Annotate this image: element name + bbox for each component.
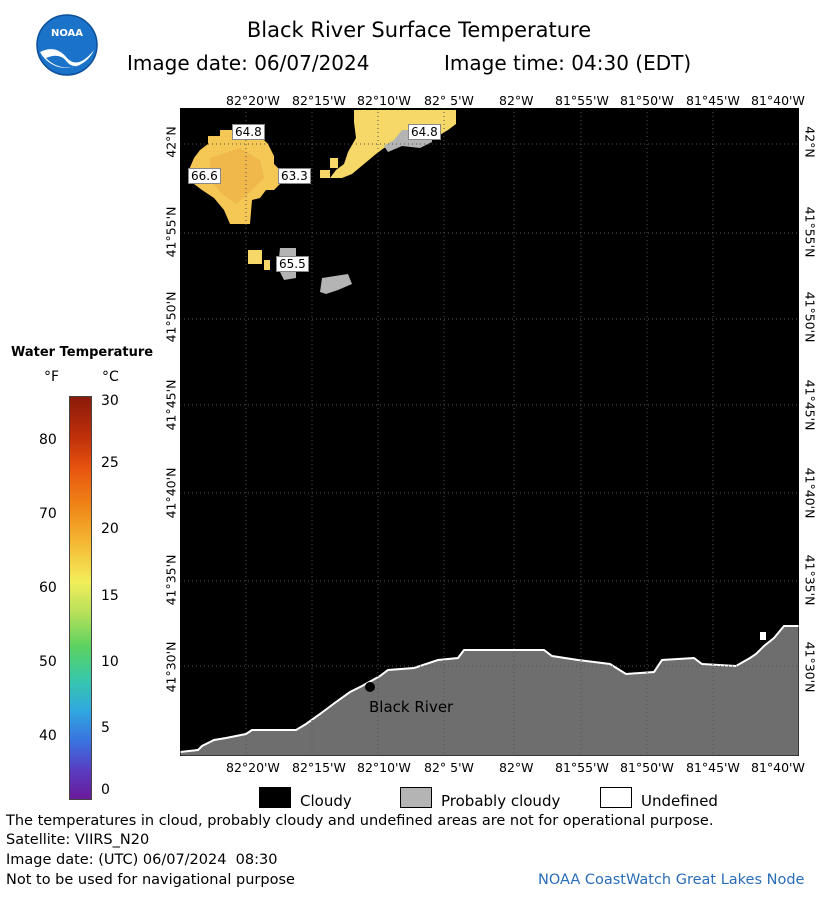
- c-tick: 30: [101, 393, 119, 409]
- temp-label: 66.6: [188, 168, 221, 184]
- image-time: Image time: 04:30 (EDT): [444, 51, 692, 75]
- lat-label: 42°N: [802, 126, 818, 158]
- f-tick: 80: [39, 432, 57, 448]
- lon-label: 82°15'W: [292, 93, 346, 108]
- cloudy-swatch: [259, 787, 291, 808]
- logo-text: NOAA: [50, 28, 84, 39]
- lon-label: 81°45'W: [686, 760, 740, 775]
- lon-label: 82°10'W: [357, 760, 411, 775]
- c-tick: 20: [101, 521, 119, 537]
- lon-label: 81°40'W: [751, 93, 805, 108]
- lat-label: 41°45'N: [802, 379, 818, 431]
- warm-water-fleck: [264, 260, 270, 270]
- cloudy-label: Cloudy: [300, 792, 352, 810]
- c-tick: 15: [101, 588, 119, 604]
- lon-label: 82°10'W: [357, 93, 411, 108]
- cloud-cover: [180, 108, 799, 756]
- lon-label: 82°W: [499, 93, 534, 108]
- f-tick: 60: [39, 580, 57, 596]
- lat-label: 41°30'N: [163, 641, 179, 693]
- lat-label: 41°45'N: [163, 379, 179, 431]
- lon-label: 82°20'W: [226, 760, 280, 775]
- probably-cloudy-label: Probably cloudy: [441, 792, 561, 810]
- lat-label: 41°35'N: [802, 554, 818, 606]
- warm-water-fleck: [248, 250, 262, 264]
- lat-label: 41°35'N: [163, 554, 179, 606]
- lon-label: 81°55'W: [555, 93, 609, 108]
- c-tick: 5: [101, 720, 110, 736]
- lon-label: 81°45'W: [686, 93, 740, 108]
- place-label: Black River: [369, 698, 454, 716]
- c-tick: 25: [101, 455, 119, 471]
- temp-label: 63.3: [278, 168, 311, 184]
- lon-label: 81°50'W: [620, 760, 674, 775]
- temp-label: 65.5: [276, 256, 309, 272]
- f-tick: 40: [39, 728, 57, 744]
- undefined-pixel: [760, 632, 766, 640]
- lat-label: 41°55'N: [802, 206, 818, 258]
- shoreline: [179, 625, 799, 753]
- lat-label: 41°40'N: [802, 467, 818, 519]
- nav-warning: Not to be used for navigational purpose: [6, 872, 295, 888]
- lon-label: 82°20'W: [226, 93, 280, 108]
- lon-label: 82° 5'W: [424, 760, 474, 775]
- disclaimer: The temperatures in cloud, probably clou…: [6, 813, 714, 829]
- colorbar: [69, 396, 92, 800]
- f-tick: 70: [39, 506, 57, 522]
- black-river-marker: [365, 682, 375, 692]
- temp-label: 64.8: [408, 124, 441, 140]
- f-tick: 50: [39, 654, 57, 670]
- unit-c: °C: [102, 369, 119, 385]
- lon-label: 81°50'W: [620, 93, 674, 108]
- lat-label: 41°50'N: [802, 291, 818, 343]
- undefined-label: Undefined: [641, 792, 718, 810]
- probably-cloudy-swatch: [400, 787, 432, 808]
- lat-label: 41°55'N: [163, 206, 179, 258]
- colorbar-title: Water Temperature: [11, 345, 154, 360]
- warm-water-shade: [210, 148, 264, 204]
- c-tick: 10: [101, 654, 119, 670]
- lon-label: 81°55'W: [555, 760, 609, 775]
- undefined-swatch: [600, 787, 632, 808]
- land-area: [180, 626, 799, 756]
- lat-label: 41°30'N: [802, 641, 818, 693]
- c-tick: 0: [101, 782, 110, 798]
- lon-label: 82° 5'W: [424, 93, 474, 108]
- warm-water-fleck: [330, 158, 338, 168]
- lat-label: 42°N: [163, 126, 179, 158]
- probably-cloudy-patch: [320, 274, 352, 294]
- temperature-map: 64.8 64.8 66.6 63.3 65.5 Black River: [179, 107, 800, 757]
- unit-f: °F: [44, 369, 60, 385]
- lon-label: 82°W: [499, 760, 534, 775]
- noaa-logo: NOAA: [36, 14, 98, 76]
- satellite: Satellite: VIIRS_N20: [6, 832, 150, 848]
- lat-label: 41°40'N: [163, 467, 179, 519]
- lat-label: 41°50'N: [163, 291, 179, 343]
- page-title: Black River Surface Temperature: [246, 18, 592, 42]
- grid-lines: [180, 108, 799, 756]
- utc-date: Image date: (UTC) 06/07/2024 08:30: [6, 852, 278, 868]
- temp-label: 64.8: [232, 124, 265, 140]
- lon-label: 81°40'W: [751, 760, 805, 775]
- credit: NOAA CoastWatch Great Lakes Node: [538, 872, 805, 888]
- lon-label: 82°15'W: [292, 760, 346, 775]
- image-date: Image date: 06/07/2024: [127, 51, 370, 75]
- warm-water-fleck: [320, 170, 330, 178]
